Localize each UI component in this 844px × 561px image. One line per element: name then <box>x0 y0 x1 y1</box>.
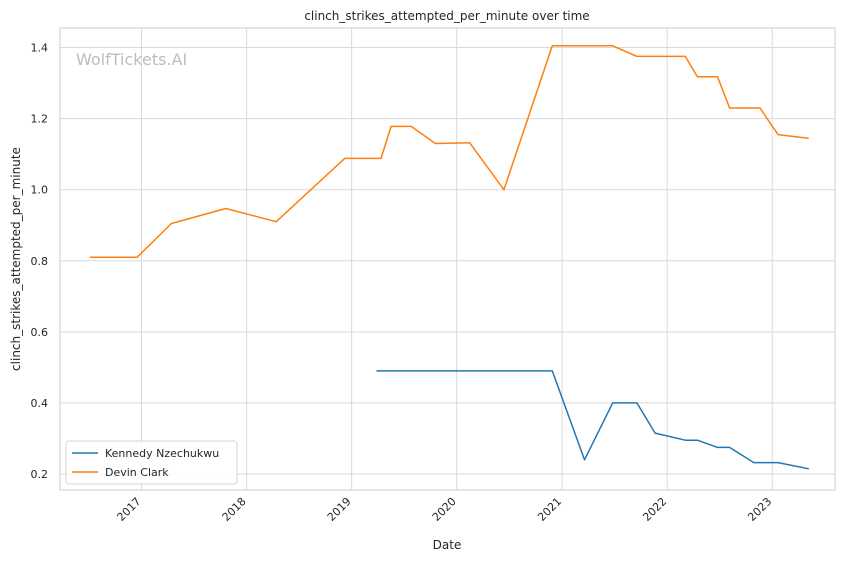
plot-background <box>59 27 836 491</box>
y-tick-label: 0.6 <box>31 326 49 339</box>
x-tick-label: 2023 <box>745 495 774 524</box>
series-line-1 <box>89 45 809 258</box>
series-line-0 <box>376 370 809 470</box>
x-tick-label: 2020 <box>430 495 459 524</box>
plot-area <box>59 27 836 491</box>
y-tick-label: 0.8 <box>31 255 49 268</box>
legend-label: Kennedy Nzechukwu <box>105 447 219 460</box>
x-gridlines <box>140 28 773 490</box>
x-tick-label: 2017 <box>115 495 144 524</box>
x-tick-labels: 2017 2018 2019 2020 2021 2022 2023 <box>115 495 775 524</box>
y-tick-label: 0.4 <box>31 397 49 410</box>
y-tick-labels: 0.2 0.4 0.6 0.8 1.0 1.2 1.4 <box>31 42 49 481</box>
y-axis-title: clinch_strikes_attempted_per_minute <box>9 147 23 371</box>
y-gridlines <box>60 47 835 475</box>
legend: Kennedy Nzechukwu Devin Clark <box>65 440 238 485</box>
legend-label: Devin Clark <box>105 466 169 479</box>
x-axis-title: Date <box>433 538 462 552</box>
series-layer <box>89 45 809 470</box>
x-tick-label: 2019 <box>325 495 354 524</box>
watermark: WolfTickets.AI <box>76 50 187 69</box>
chart-title: clinch_strikes_attempted_per_minute over… <box>304 9 589 23</box>
y-tick-label: 0.2 <box>31 468 49 481</box>
y-tick-label: 1.4 <box>31 42 49 55</box>
legend-box <box>65 440 238 485</box>
y-tick-label: 1.0 <box>31 184 49 197</box>
x-tick-label: 2022 <box>640 495 669 524</box>
x-tick-label: 2021 <box>535 495 564 524</box>
y-tick-label: 1.2 <box>31 113 49 126</box>
x-tick-label: 2018 <box>220 495 249 524</box>
